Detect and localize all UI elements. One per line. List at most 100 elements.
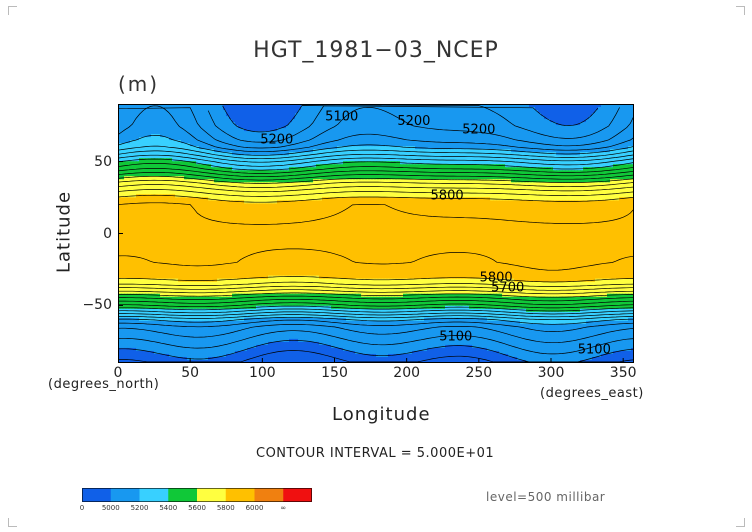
field-cell [484,116,488,120]
field-cell [409,125,413,129]
field-cell [553,140,557,144]
field-cell [442,116,446,120]
field-cell [586,140,590,144]
field-cell [559,137,563,141]
field-cell [238,104,242,108]
field-cell [616,125,620,129]
field-cell [334,122,338,126]
field-cell [340,116,344,120]
field-cell [166,116,170,120]
field-cell [133,137,137,141]
field-cell [313,113,317,117]
field-cell [331,116,335,120]
field-cell [268,137,272,141]
field-cell [262,104,266,108]
field-cell [496,113,500,117]
field-cell [361,122,365,126]
field-cell [472,134,476,138]
field-cell [403,131,407,135]
field-cell [148,110,152,114]
field-cell [289,104,293,108]
field-cell [259,116,263,120]
field-cell [571,113,575,117]
field-cell [205,134,209,138]
field-cell [367,122,371,126]
units-label: (m) [118,72,160,96]
field-cell [256,113,260,117]
field-cell [418,134,422,138]
field-cell [415,107,419,111]
field-cell [136,104,140,108]
field-cell [388,134,392,138]
field-cell [442,119,446,123]
field-cell [187,137,191,141]
field-cell [559,122,563,126]
field-cell [367,107,371,111]
field-cell [499,110,503,114]
field-cell [517,122,521,126]
field-cell [607,116,611,120]
field-cell [346,119,350,123]
field-cell [478,131,482,135]
field-cell [124,119,128,123]
field-cell [568,134,572,138]
field-cell [430,107,434,111]
field-cell [454,131,458,135]
field-cell [472,113,476,117]
field-cell [211,110,215,114]
field-cell [232,107,236,111]
field-cell [187,110,191,114]
field-cell [598,134,602,138]
field-cell [373,131,377,135]
field-cell [274,134,278,138]
field-cell [502,110,506,114]
field-cell [628,125,632,129]
field-cell [325,128,329,132]
field-cell [331,125,335,129]
field-cell [535,104,539,108]
field-cell [601,107,605,111]
field-cell [193,107,197,111]
field-cell [619,119,623,123]
field-cell [586,104,590,108]
field-cell [559,134,563,138]
field-cell [556,125,560,129]
field-cell [613,122,617,126]
field-cell [259,104,263,108]
field-cell [175,119,179,123]
field-cell [544,125,548,129]
field-cell [226,143,230,147]
field-cell [322,125,326,129]
field-cell [592,107,596,111]
field-cell [538,134,542,138]
field-cell [499,113,503,117]
field-cell [511,122,515,126]
field-cell [166,143,170,147]
field-cell [358,113,362,117]
field-cell [226,125,230,129]
field-cell [268,134,272,138]
field-cell [538,116,542,120]
field-cell [604,140,608,144]
field-cell [493,104,497,108]
field-cell [574,125,578,129]
field-cell [487,134,491,138]
field-cell [484,119,488,123]
field-cell [514,107,518,111]
field-cell [616,122,620,126]
field-cell [397,110,401,114]
field-cell [511,125,515,129]
field-cell [184,131,188,135]
field-cell [418,128,422,132]
field-cell [472,116,476,120]
field-cell [463,131,467,135]
field-cell [619,113,623,117]
field-cell [418,110,422,114]
field-cell [472,128,476,132]
field-cell [376,119,380,123]
field-cell [169,128,173,132]
field-cell [595,104,599,108]
field-cell [547,113,551,117]
field-cell [604,119,608,123]
field-cell [205,113,209,117]
